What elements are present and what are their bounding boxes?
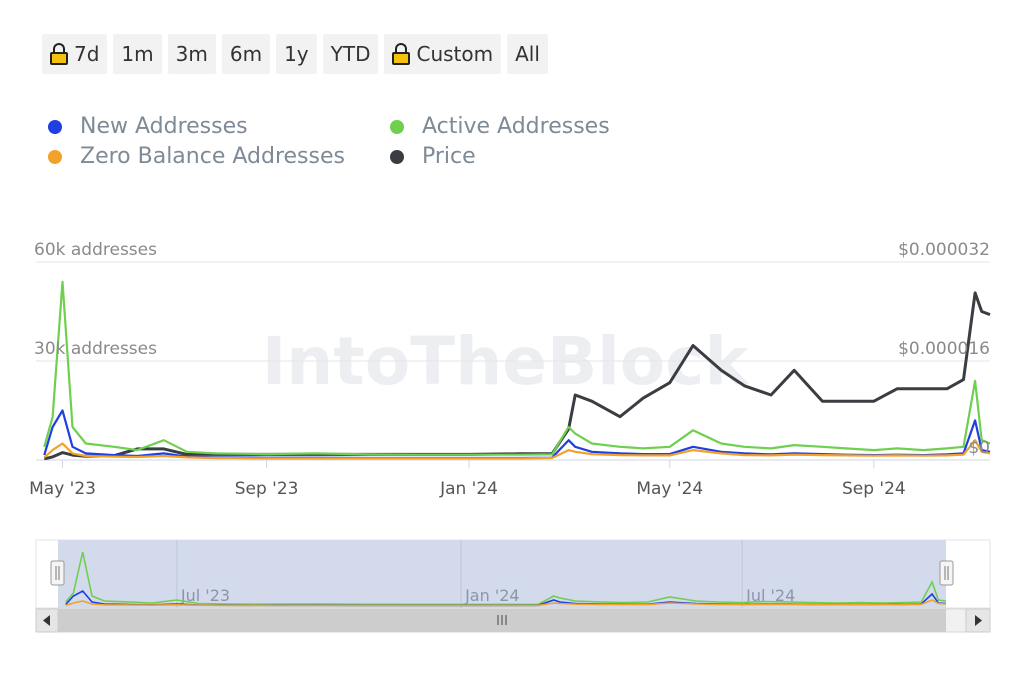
- y-axis-right-mid-label: $0.000016: [898, 339, 990, 359]
- navigator-selected-range[interactable]: [58, 540, 946, 608]
- legend-label: Active Addresses: [422, 114, 610, 139]
- y-axis-left-top-label: 60k addresses: [34, 240, 157, 260]
- range-button-label: Custom: [416, 42, 494, 66]
- y-axis-right-top-label: $0.000032: [898, 240, 990, 260]
- x-tick-label: Sep '24: [842, 479, 906, 499]
- range-button-label: YTD: [330, 42, 371, 66]
- x-tick-label: May '23: [29, 479, 96, 499]
- range-button-7d[interactable]: 7d: [42, 34, 108, 74]
- navigator-tick-label: Jan '24: [464, 586, 520, 605]
- navigator-tick-label: Jul '24: [745, 586, 795, 605]
- range-button-6m[interactable]: 6m: [221, 34, 271, 74]
- navigator-handle-right[interactable]: [939, 560, 954, 586]
- x-tick-label: Sep '23: [235, 479, 299, 499]
- x-tick-label: May '24: [636, 479, 703, 499]
- legend-marker: [48, 149, 62, 164]
- range-button-label: 7d: [74, 42, 100, 66]
- range-selector: 7d 1m 3m 6m 1y YTD Custom All: [42, 34, 548, 74]
- y-axis-right-bottom-label: $0: [968, 438, 990, 458]
- navigator-handle-left[interactable]: [50, 560, 65, 586]
- series-line-zero-balance-addresses: [43, 439, 991, 460]
- legend-label: New Addresses: [80, 114, 248, 139]
- range-button-1m[interactable]: 1m: [113, 34, 162, 74]
- legend-marker: [390, 119, 404, 134]
- legend-label: Zero Balance Addresses: [80, 144, 345, 169]
- legend-item-zero-balance-addresses[interactable]: Zero Balance Addresses: [48, 144, 345, 169]
- x-tick-label: Jan '24: [439, 479, 498, 499]
- y-axis-left-mid-label: 30k addresses: [34, 339, 157, 359]
- legend-item-price[interactable]: Price: [390, 144, 476, 169]
- legend-label: Price: [422, 144, 476, 169]
- scrollbar-grip: [497, 615, 507, 625]
- series-line-active-addresses: [43, 280, 991, 456]
- range-button-3m[interactable]: 3m: [167, 34, 216, 74]
- lock-icon: [50, 43, 68, 65]
- range-button-custom[interactable]: Custom: [384, 34, 502, 74]
- range-button-1y[interactable]: 1y: [276, 34, 317, 74]
- range-button-ytd[interactable]: YTD: [322, 34, 379, 74]
- legend-item-active-addresses[interactable]: Active Addresses: [390, 114, 610, 139]
- range-button-all[interactable]: All: [507, 34, 548, 74]
- range-button-label: 3m: [175, 42, 208, 66]
- scroll-left-button[interactable]: [35, 608, 59, 633]
- legend-marker: [48, 119, 62, 134]
- legend-marker: [390, 149, 404, 164]
- range-button-label: 1y: [284, 42, 309, 66]
- navigator-series-active-addresses: [65, 551, 947, 606]
- range-button-label: 1m: [121, 42, 154, 66]
- lock-icon: [392, 43, 411, 65]
- legend-item-new-addresses[interactable]: New Addresses: [48, 114, 248, 139]
- range-button-label: All: [515, 42, 540, 66]
- navigator-series-zero-balance-addresses: [65, 599, 947, 607]
- navigator-tick-label: Jul '23: [180, 586, 230, 605]
- scroll-right-button[interactable]: [965, 608, 991, 633]
- range-button-label: 6m: [229, 42, 263, 66]
